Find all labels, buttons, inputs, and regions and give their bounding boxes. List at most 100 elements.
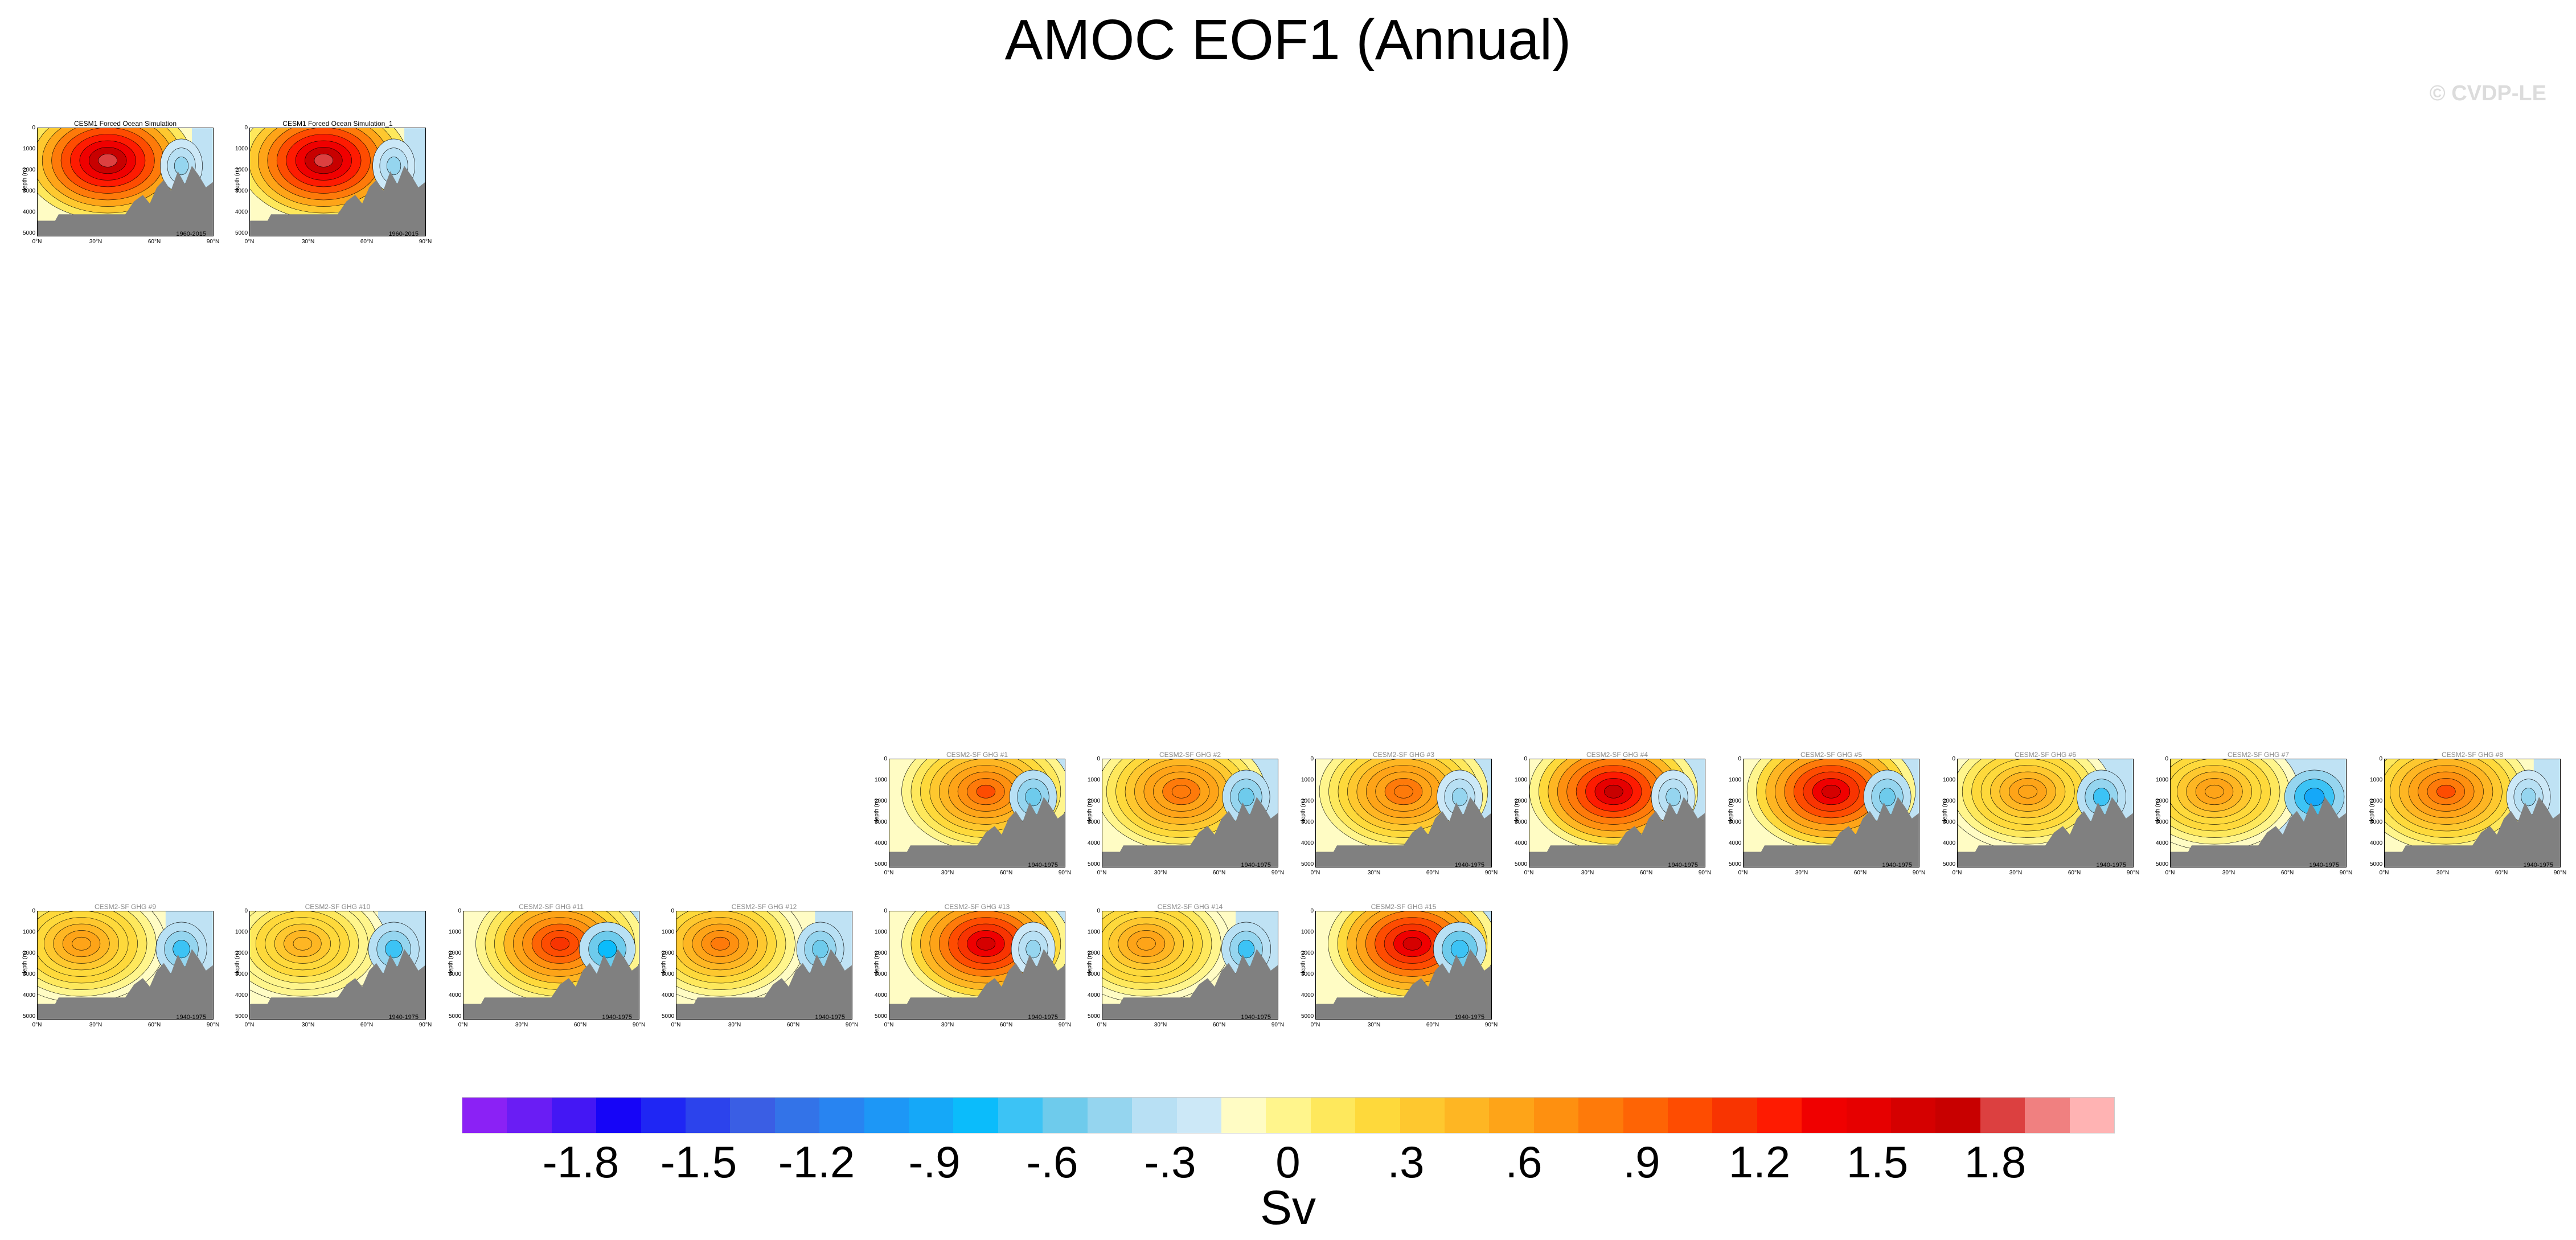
panel-ytick: 0 [1952,756,1955,762]
panel: CESM2-SF GHG #8 1940-1975 depth (m) 0 1000 20… [2369,751,2567,893]
panel-ytick: 0 [1097,756,1100,762]
colorbar-tick-label: -1.2 [778,1137,855,1187]
land-mask [1102,949,1278,1019]
panel-ytick: 3000 [1301,819,1314,825]
colorbar-swatch [1176,1098,1221,1133]
panel-ytick: 1000 [1301,777,1314,783]
panel-ytick: 3000 [235,971,248,977]
negative-contour [812,940,828,959]
panel-period: 1940-1975 [1028,1014,1058,1020]
panel-ytick: 4000 [23,209,36,215]
land-mask [1529,797,1705,867]
panel-ytick: 2000 [1301,798,1314,804]
panel-ytick: 0 [32,908,35,914]
panel-xtick: 60°N [999,870,1013,876]
panel-title: CESM2-SF GHG #11 [519,903,584,911]
panel-title: CESM2-SF GHG #10 [305,903,371,911]
panel: CESM2-SF GHG #14 1940-1975 depth (m) 0 1000 2… [1087,903,1285,1045]
colorbar-swatch [1043,1098,1088,1133]
negative-contour [1238,788,1254,807]
land-mask [676,949,852,1019]
panel-ytick: 0 [2379,756,2382,762]
panel-title: CESM2-SF GHG #2 [1159,751,1221,759]
panel-ylabel: depth (m) [873,951,880,975]
colorbar-tick-label: 1.8 [1964,1137,2027,1187]
colorbar-swatch [1757,1098,1802,1133]
colorbar-tick-label: .3 [1387,1137,1425,1187]
panel-ytick: 2000 [1515,798,1528,804]
negative-contour [174,157,189,175]
colorbar-swatch [596,1098,641,1133]
panel-ytick: 2000 [2370,798,2383,804]
contour-level [1604,784,1623,799]
panel-ytick: 4000 [1943,840,1956,846]
panel-ylabel: depth (m) [1086,799,1093,823]
panel-ytick: 3000 [1943,819,1956,825]
panel-ytick: 3000 [1088,971,1101,977]
panel-ytick: 5000 [1515,861,1528,867]
panel: CESM2-SF GHG #11 1940-1975 depth (m) 0 1000 2… [448,903,646,1045]
panel-title: CESM2-SF GHG #5 [1800,751,1863,759]
contour-level [1402,936,1422,951]
panel-xtick: 30°N [89,239,102,245]
panel-xtick: 0°N [1097,870,1107,876]
panel-ytick: 3000 [1729,819,1742,825]
panel-plot: 1940-1975 [1529,759,1705,867]
panel-ylabel: depth (m) [1728,799,1734,823]
panel: CESM1 Forced Ocean Simulation_1 1960-2015… [235,120,432,262]
contour-level [2018,784,2037,799]
contour-level [98,153,117,167]
panel-period: 1940-1975 [602,1014,632,1020]
panel-xtick: 30°N [2009,870,2023,876]
panel-ytick: 4000 [23,992,36,998]
panel-ytick: 1000 [875,929,888,935]
panel-ytick: 0 [32,125,35,131]
panel-ytick: 4000 [1301,992,1314,998]
colorbar-swatch [1802,1098,1847,1133]
colorbar-tick-label: 1.5 [1846,1137,1909,1187]
negative-contour [1450,940,1469,959]
colorbar-swatch [998,1098,1043,1133]
panel: CESM2-SF GHG #1 1940-1975 depth (m) 0 1000 20… [874,751,1072,893]
panel: CESM2-SF GHG #7 1940-1975 depth (m) 0 1000 20… [2155,751,2353,893]
panel-xtick: 30°N [301,239,315,245]
panel-xtick: 90°N [845,1022,859,1028]
panel-xtick: 0°N [1952,870,1962,876]
panel-xtick: 0°N [1738,870,1748,876]
colorbar-swatch [551,1098,597,1133]
negative-contour [1237,940,1255,959]
colorbar-swatch [2069,1098,2115,1133]
colorbar-swatch [864,1098,909,1133]
panel-ytick: 4000 [2156,840,2169,846]
panel-ylabel: depth (m) [22,951,28,975]
colorbar-tick-label: -.3 [1144,1137,1196,1187]
panel-ytick: 1000 [235,929,248,935]
panel-ylabel: depth (m) [1300,799,1307,823]
panel-xtick: 90°N [632,1022,646,1028]
colorbar-units: Sv [1260,1181,1316,1234]
panel-ytick: 2000 [23,167,36,173]
panel-xtick: 30°N [2436,870,2450,876]
colorbar-swatch [1444,1098,1490,1133]
panel-xtick: 90°N [2339,870,2353,876]
panel-xtick: 0°N [1524,870,1534,876]
panel-title: CESM2-SF GHG #4 [1586,751,1648,759]
colorbar-swatch [1533,1098,1579,1133]
panel-ytick: 5000 [2156,861,2169,867]
panel-ytick: 2000 [1943,798,1956,804]
panel-xtick: 0°N [2379,870,2389,876]
land-mask [2385,797,2560,867]
land-mask [1316,949,1491,1019]
panel-xtick: 30°N [301,1022,315,1028]
panel-ylabel: depth (m) [22,167,28,192]
panel-ytick: 4000 [1088,840,1101,846]
panel-ylabel: depth (m) [2155,799,2161,823]
panel-xtick: 0°N [884,870,894,876]
panel-xtick: 0°N [884,1022,894,1028]
colorbar-swatch [1132,1098,1177,1133]
panel-ytick: 4000 [875,840,888,846]
panel-xtick: 90°N [1912,870,1926,876]
contour-level [550,936,570,951]
panel-title: CESM2-SF GHG #15 [1371,903,1437,911]
land-mask [2171,797,2346,867]
